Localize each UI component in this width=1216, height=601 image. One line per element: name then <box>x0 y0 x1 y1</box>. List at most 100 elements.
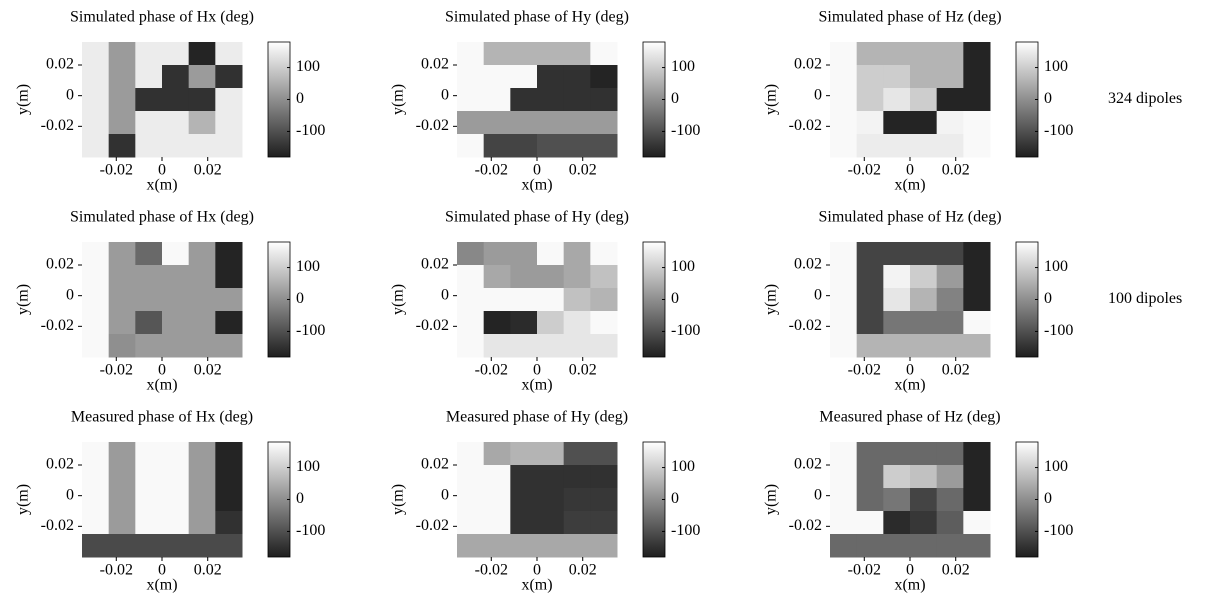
panel-title: Measured phase of Hy (deg) <box>446 409 628 426</box>
heatmap-cell <box>162 111 190 135</box>
y-tick-label: -0.02 <box>41 117 74 134</box>
heatmap-cell <box>510 442 538 466</box>
x-tick-label: 0.02 <box>194 162 222 179</box>
heatmap-cell <box>856 265 884 289</box>
heatmap-cell <box>82 111 110 135</box>
heatmap-cell <box>82 65 110 89</box>
x-tick-label: 0.02 <box>194 362 222 379</box>
panel-title: Simulated phase of Hz (deg) <box>818 9 1001 26</box>
heatmap-cell <box>483 465 511 489</box>
heatmap-cell <box>510 42 538 66</box>
colorbar-tick-label: 0 <box>296 490 304 507</box>
x-axis-label: x(m) <box>521 377 552 394</box>
heatmap-cell <box>483 511 511 535</box>
heatmap-cell <box>108 134 136 158</box>
x-tick-label: 0 <box>158 562 166 579</box>
heatmap-cell <box>830 334 858 358</box>
y-axis-label: y(m) <box>390 484 407 515</box>
heatmap-cell <box>188 242 216 266</box>
heatmap-cell <box>830 65 858 89</box>
heatmap-cell <box>135 111 163 135</box>
heatmap-cell <box>82 511 110 535</box>
y-tick-label: 0.02 <box>46 256 74 273</box>
heatmap-cell <box>162 511 190 535</box>
heatmap-cell <box>883 534 911 558</box>
heatmap-cell <box>910 534 938 558</box>
colorbar-tick-label: 100 <box>1044 58 1068 75</box>
heatmap-cell <box>215 42 243 66</box>
colorbar <box>1015 41 1039 158</box>
heatmap-cell <box>135 488 163 512</box>
x-tick-label: 0.02 <box>194 562 222 579</box>
panel-title: Simulated phase of Hx (deg) <box>70 209 254 226</box>
y-tick-label: 0.02 <box>794 56 822 73</box>
colorbar-tick-label: 100 <box>671 258 695 275</box>
heatmap-cell <box>215 111 243 135</box>
heatmap-cell <box>457 488 485 512</box>
y-axis-label: y(m) <box>15 84 32 115</box>
heatmap-cell <box>590 465 618 489</box>
heatmap-cell <box>135 511 163 535</box>
heatmap-cell <box>188 42 216 66</box>
heatmap-cell <box>830 511 858 535</box>
heatmap-cell <box>910 88 938 112</box>
x-axis-label: x(m) <box>521 577 552 594</box>
heatmap-cell <box>108 88 136 112</box>
heatmap-cell <box>963 288 991 312</box>
y-tick-label: 0 <box>441 286 449 303</box>
y-tick-label: 0.02 <box>421 256 449 273</box>
heatmap-cell <box>936 242 964 266</box>
y-axis-label: y(m) <box>15 284 32 315</box>
panel-title: Simulated phase of Hy (deg) <box>445 209 629 226</box>
heatmap-cell <box>936 288 964 312</box>
heatmap-cell <box>963 111 991 135</box>
heatmap-cell <box>936 65 964 89</box>
heatmap-cell <box>510 111 538 135</box>
heatmap-cell <box>856 111 884 135</box>
heatmap-cell <box>188 442 216 466</box>
heatmap-cell <box>910 334 938 358</box>
heatmap-cell <box>457 242 485 266</box>
heatmap-cell <box>856 88 884 112</box>
heatmap-cell <box>830 242 858 266</box>
heatmap-cell <box>590 111 618 135</box>
colorbar <box>642 241 666 358</box>
heatmap-cell <box>483 534 511 558</box>
x-axis-label: x(m) <box>894 377 925 394</box>
colorbar <box>267 241 291 358</box>
heatmap-cell <box>936 511 964 535</box>
heatmap-cell <box>188 488 216 512</box>
heatmap-cell <box>590 242 618 266</box>
heatmap-cell <box>830 534 858 558</box>
heatmap-cell <box>82 134 110 158</box>
heatmap-cell <box>963 442 991 466</box>
heatmap-cell <box>910 288 938 312</box>
heatmap-cell <box>162 242 190 266</box>
heatmap-cell <box>910 511 938 535</box>
colorbar <box>267 41 291 158</box>
y-tick-label: -0.02 <box>416 517 449 534</box>
heatmap-cell <box>108 65 136 89</box>
colorbar-tick-label: 0 <box>671 90 679 107</box>
heatmap-cell <box>108 242 136 266</box>
heatmap-cell <box>215 465 243 489</box>
heatmap-cell <box>963 42 991 66</box>
heatmap-cell <box>830 465 858 489</box>
heatmap-cell <box>537 265 565 289</box>
heatmap-cell <box>563 65 591 89</box>
colorbar-tick-label: 0 <box>1044 90 1052 107</box>
heatmap-cell <box>830 442 858 466</box>
panel-title: Simulated phase of Hz (deg) <box>818 209 1001 226</box>
heatmap-cell <box>590 288 618 312</box>
heatmap-cell <box>457 288 485 312</box>
colorbar-tick-label: -100 <box>1044 122 1073 139</box>
heatmap-cell <box>483 311 511 335</box>
x-tick-label: -0.02 <box>100 162 133 179</box>
heatmap-cell <box>510 465 538 489</box>
heatmap-cell <box>82 265 110 289</box>
y-tick-label: 0 <box>814 286 822 303</box>
heatmap-cell <box>883 65 911 89</box>
colorbar-tick-label: 100 <box>671 458 695 475</box>
heatmap-cell <box>830 88 858 112</box>
colorbar-tick-label: 100 <box>296 258 320 275</box>
